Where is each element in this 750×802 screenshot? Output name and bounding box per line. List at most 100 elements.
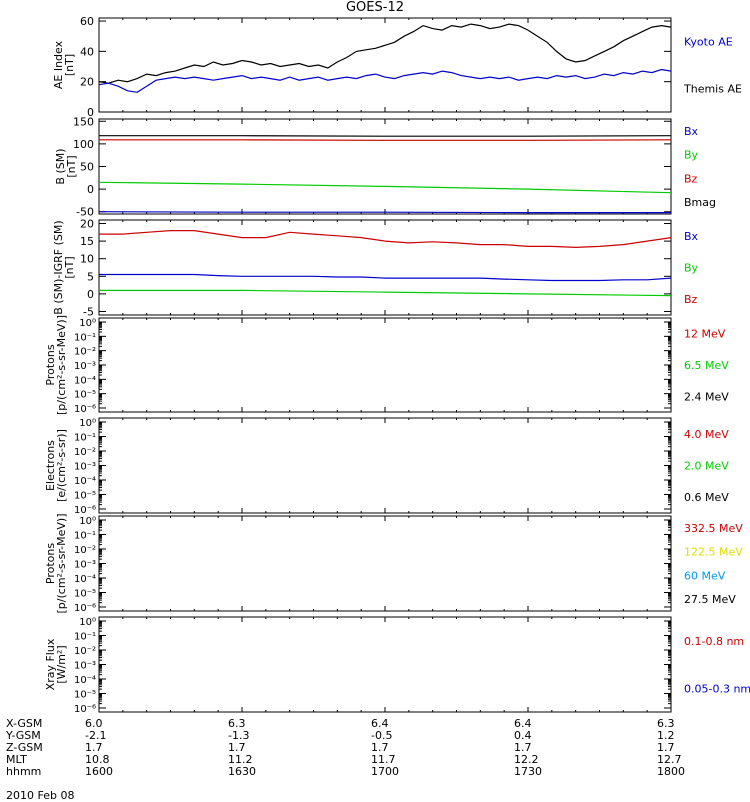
series-line-bz <box>99 230 672 249</box>
footer-cell: 1.7 <box>228 741 246 754</box>
y-axis-label-line: [p/(cm²-s-sr-MeV)] <box>55 315 68 415</box>
y-axis-label-line: [nT] <box>65 155 78 177</box>
footer-cell: 1600 <box>85 765 113 778</box>
footer-cell: 11.2 <box>228 753 253 766</box>
y-tick-label: -5 <box>83 305 94 318</box>
footer-row-label: hhmm <box>6 765 42 778</box>
footer-cell: 1.7 <box>371 741 389 754</box>
legend-entry: Bz <box>684 293 698 306</box>
y-axis-label-line: [W/m²] <box>55 645 68 683</box>
y-tick-label: 150 <box>73 115 94 128</box>
y-axis-label: Xray Flux[W/m²] <box>44 638 68 690</box>
y-tick-label: 20 <box>80 76 94 89</box>
footer-date: 2010 Feb 08 <box>6 789 75 802</box>
y-axis-label-line: Protons <box>44 543 57 584</box>
footer-cell: 6.4 <box>514 717 532 730</box>
panel-frame <box>98 317 672 413</box>
y-axis-label-line: [nT] <box>63 54 76 76</box>
y-tick-label: 0 <box>87 183 94 196</box>
y-tick-label: 10⁻⁶ <box>74 505 96 516</box>
footer-cell: 1700 <box>371 765 399 778</box>
y-tick-label: 0 <box>87 106 94 119</box>
series-line-by <box>98 181 672 194</box>
panel-frame <box>98 219 672 316</box>
legend-entry: Bx <box>684 230 699 243</box>
y-tick-label: 50 <box>80 161 94 174</box>
legend-entry: Kyoto AE <box>684 36 733 49</box>
y-axis-label-line: [e/(cm²-s-sr)] <box>55 429 68 502</box>
y-axis-label-line: [p/(cm²-s-sr-MeV)] <box>55 514 68 614</box>
y-axis-label-line: B (SM)-IGRF (SM) <box>52 220 65 314</box>
y-tick-label: 10⁻² <box>74 347 96 358</box>
y-tick-label: 10⁻⁴ <box>74 675 96 686</box>
y-tick-label: 10⁻¹ <box>74 433 96 444</box>
panel-frame <box>98 17 672 113</box>
legend-entry: 2.4 MeV <box>684 390 729 403</box>
y-axis-label: Electrons[e/(cm²-s-sr)] <box>44 429 68 502</box>
y-tick-label: 10 <box>80 253 94 266</box>
legend-entry: 332.5 MeV <box>684 522 743 535</box>
legend-entry: 6.5 MeV <box>684 359 729 372</box>
y-tick-label: 15 <box>80 235 94 248</box>
y-axis-label: AE Index[nT] <box>52 40 76 89</box>
footer-cell: 1730 <box>514 765 542 778</box>
y-tick-label: 10⁻⁵ <box>74 589 96 600</box>
y-axis-label-line: Protons <box>44 344 57 385</box>
footer-cell: 12.7 <box>657 753 682 766</box>
footer-row-label: Z-GSM <box>6 741 43 754</box>
y-axis-label: B (SM)-IGRF (SM)[nT] <box>52 220 76 314</box>
footer-row-label: Y-GSM <box>6 729 41 742</box>
footer-cell: 1.7 <box>85 741 103 754</box>
y-axis-label-line: B (SM) <box>54 148 67 184</box>
y-tick-label: 10⁻⁵ <box>74 690 96 701</box>
footer-cell: 1.2 <box>657 729 675 742</box>
legend-entry: 4.0 MeV <box>684 428 729 441</box>
y-tick-label: 10⁻³ <box>74 560 96 571</box>
footer-cell: -0.5 <box>371 729 393 742</box>
panel-frame <box>98 616 672 713</box>
series-line-bmag <box>99 135 672 137</box>
y-tick-label: 0 <box>87 288 94 301</box>
y-tick-label: 10⁻¹ <box>74 632 96 643</box>
y-tick-label: 10⁻⁵ <box>74 491 96 502</box>
legend-entry: 12 MeV <box>684 328 726 341</box>
y-tick-label: 5 <box>87 270 94 283</box>
legend-entry: 122.5 MeV <box>684 546 743 559</box>
footer-cell: 1.7 <box>657 741 675 754</box>
y-tick-label: -50 <box>76 206 94 219</box>
legend-entry: 0.05-0.3 nm <box>684 682 750 695</box>
footer-cell: 6.3 <box>228 717 246 730</box>
legend-entry: Bmag <box>684 196 716 209</box>
y-axis-label-line: Xray Flux <box>44 638 57 690</box>
footer-cell: -2.1 <box>85 729 107 742</box>
y-axis-label: Protons[p/(cm²-s-sr-MeV)] <box>44 514 68 614</box>
y-tick-label: 10⁻³ <box>74 661 96 672</box>
y-tick-label: 60 <box>80 15 94 28</box>
footer-row-label: MLT <box>6 753 27 766</box>
legend-entry: Themis AE <box>683 83 742 96</box>
footer-cell: 10.8 <box>85 753 110 766</box>
footer-cell: 12.2 <box>514 753 539 766</box>
legend-entry: By <box>684 149 699 162</box>
y-tick-label: 10⁻⁴ <box>74 574 96 585</box>
y-tick-label: 20 <box>80 218 94 231</box>
y-axis-label: Protons[p/(cm²-s-sr-MeV)] <box>44 315 68 415</box>
y-tick-label: 10⁻⁶ <box>74 404 96 415</box>
y-tick-label: 10⁻⁶ <box>74 603 96 614</box>
y-tick-label: 100 <box>73 138 94 151</box>
series-line-by <box>99 289 672 297</box>
series-line-bx <box>99 273 672 282</box>
y-tick-label: 10⁻¹ <box>74 332 96 343</box>
y-tick-label: 10⁻² <box>74 545 96 556</box>
y-tick-label: 10⁰ <box>79 418 96 429</box>
y-tick-label: 10⁻¹ <box>74 531 96 542</box>
footer-cell: 0.4 <box>514 729 532 742</box>
y-tick-label: 10⁰ <box>79 318 96 329</box>
y-tick-label: 10⁻⁴ <box>74 375 96 386</box>
footer-cell: 1.7 <box>514 741 532 754</box>
footer-cell: 6.0 <box>85 717 103 730</box>
footer-cell: 1630 <box>228 765 256 778</box>
y-tick-label: 10⁻² <box>74 646 96 657</box>
y-axis-label-line: AE Index <box>52 40 65 89</box>
